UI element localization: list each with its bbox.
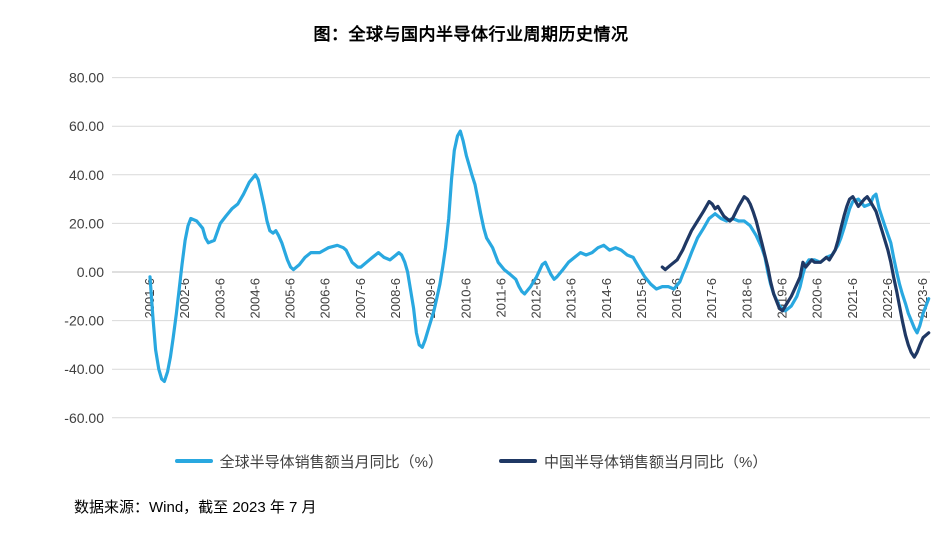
svg-text:2014-6: 2014-6	[599, 278, 614, 318]
svg-text:60.00: 60.00	[69, 118, 104, 134]
svg-text:2012-6: 2012-6	[529, 278, 544, 318]
svg-text:-40.00: -40.00	[64, 361, 104, 377]
source-note: 数据来源：Wind，截至 2023 年 7 月	[74, 499, 317, 516]
chart-title: 图：全球与国内半导体行业周期历史情况	[313, 25, 629, 44]
svg-text:2005-6: 2005-6	[283, 278, 298, 318]
svg-text:2004-6: 2004-6	[247, 278, 262, 318]
svg-text:0.00: 0.00	[77, 264, 104, 280]
legend-label-global: 全球半导体销售额当月同比（%）	[219, 453, 443, 471]
svg-text:-20.00: -20.00	[64, 313, 104, 329]
legend-item-global: 全球半导体销售额当月同比（%）	[174, 451, 443, 472]
svg-text:2003-6: 2003-6	[212, 278, 227, 318]
chart-legend: 全球半导体销售额当月同比（%） 中国半导体销售额当月同比（%）	[0, 449, 942, 473]
svg-text:2022-6: 2022-6	[880, 278, 895, 318]
svg-text:2020-6: 2020-6	[810, 278, 825, 318]
svg-text:2011-6: 2011-6	[493, 278, 508, 318]
svg-text:2015-6: 2015-6	[634, 278, 649, 318]
svg-text:2021-6: 2021-6	[845, 278, 860, 318]
svg-text:2017-6: 2017-6	[704, 278, 719, 318]
svg-text:2010-6: 2010-6	[458, 278, 473, 318]
china-series-line-icon	[499, 459, 537, 463]
svg-text:2008-6: 2008-6	[388, 278, 403, 318]
global-series-line-icon	[174, 459, 213, 463]
svg-text:20.00: 20.00	[69, 215, 104, 231]
svg-text:40.00: 40.00	[69, 167, 104, 183]
svg-text:2007-6: 2007-6	[353, 278, 368, 318]
legend-item-china: 中国半导体销售额当月同比（%）	[499, 451, 767, 472]
svg-text:2006-6: 2006-6	[318, 278, 333, 318]
svg-text:80.00: 80.00	[69, 70, 104, 86]
svg-text:-60.00: -60.00	[64, 410, 104, 426]
svg-text:2013-6: 2013-6	[564, 278, 579, 318]
legend-label-china: 中国半导体销售额当月同比（%）	[544, 453, 768, 471]
svg-text:2018-6: 2018-6	[739, 278, 754, 318]
